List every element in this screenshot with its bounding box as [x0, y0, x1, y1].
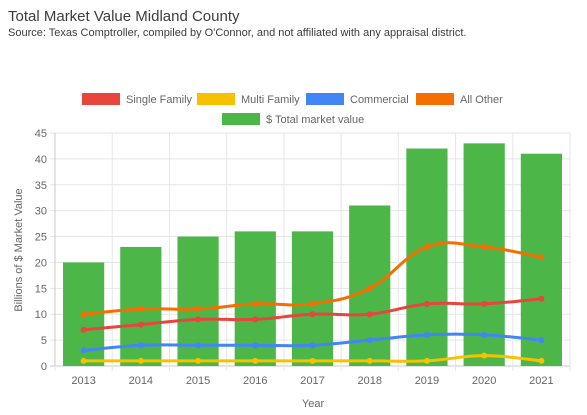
point-commercial — [252, 342, 259, 349]
point-all-other — [80, 311, 87, 318]
x-tick-label: 2020 — [472, 375, 496, 387]
legend-swatch — [416, 93, 454, 105]
point-single-family — [252, 316, 259, 323]
x-tick-label: 2014 — [129, 375, 153, 387]
point-multi-family — [195, 357, 202, 364]
point-single-family — [423, 300, 430, 307]
legend-item-total-market-value[interactable]: $ Total market value — [222, 113, 364, 126]
point-single-family — [80, 326, 87, 333]
point-multi-family — [481, 352, 488, 359]
point-all-other — [309, 300, 316, 307]
bar-total-market-value — [463, 143, 505, 366]
point-commercial — [80, 347, 87, 354]
x-tick-label: 2021 — [529, 375, 553, 387]
y-tick-label: 20 — [35, 257, 47, 269]
legend-label: $ Total market value — [266, 114, 364, 126]
point-all-other — [423, 243, 430, 250]
x-tick-label: 2017 — [300, 375, 324, 387]
point-all-other — [195, 306, 202, 313]
point-multi-family — [309, 357, 316, 364]
point-single-family — [366, 311, 373, 318]
point-single-family — [309, 311, 316, 318]
point-multi-family — [80, 357, 87, 364]
axis-ticks: 0 5 10 15 20 25 30 35 40 45 2013 2014 2015 2016 2017 20… — [35, 128, 554, 387]
x-tick-label: 2019 — [415, 375, 439, 387]
point-single-family — [538, 295, 545, 302]
point-all-other — [137, 306, 144, 313]
y-tick-label: 0 — [41, 361, 47, 373]
legend: Single Family Multi Family Commercial All O… — [82, 93, 503, 126]
point-commercial — [538, 337, 545, 344]
point-single-family — [481, 300, 488, 307]
point-multi-family — [137, 357, 144, 364]
point-commercial — [195, 342, 202, 349]
y-tick-label: 45 — [35, 128, 47, 140]
x-tick-label: 2016 — [243, 375, 267, 387]
x-tick-label: 2015 — [186, 375, 210, 387]
legend-label: Single Family — [126, 94, 193, 106]
y-tick-label: 25 — [35, 232, 47, 244]
y-tick-label: 10 — [35, 309, 47, 321]
legend-item-multi-family[interactable]: Multi Family — [197, 93, 300, 106]
y-tick-label: 35 — [35, 180, 47, 192]
x-axis-title: Year — [302, 398, 325, 410]
legend-swatch — [306, 93, 344, 105]
legend-label: All Other — [460, 94, 503, 106]
point-single-family — [137, 321, 144, 328]
legend-item-single-family[interactable]: Single Family — [82, 93, 193, 106]
x-tick-label: 2018 — [357, 375, 381, 387]
point-all-other — [538, 254, 545, 261]
y-tick-label: 15 — [35, 283, 47, 295]
line-series — [80, 241, 545, 364]
point-all-other — [366, 285, 373, 292]
y-tick-label: 30 — [35, 206, 47, 218]
point-multi-family — [423, 357, 430, 364]
point-all-other — [252, 300, 259, 307]
legend-item-commercial[interactable]: Commercial — [306, 93, 409, 106]
point-commercial — [366, 337, 373, 344]
point-commercial — [309, 342, 316, 349]
bar-total-market-value — [406, 148, 448, 366]
legend-swatch — [222, 113, 260, 125]
point-all-other — [481, 243, 488, 250]
point-single-family — [195, 316, 202, 323]
legend-item-all-other[interactable]: All Other — [416, 93, 503, 106]
y-axis-title: Billions of $ Market Value — [13, 188, 25, 311]
legend-swatch — [82, 93, 120, 105]
x-tick-label: 2013 — [71, 375, 95, 387]
point-multi-family — [252, 357, 259, 364]
point-multi-family — [366, 357, 373, 364]
y-tick-label: 40 — [35, 154, 47, 166]
point-multi-family — [538, 357, 545, 364]
point-commercial — [481, 331, 488, 338]
chart-subtitle: Source: Texas Comptroller, compiled by O… — [8, 27, 467, 39]
legend-label: Multi Family — [241, 94, 300, 106]
point-commercial — [423, 331, 430, 338]
point-commercial — [137, 342, 144, 349]
legend-swatch — [197, 93, 235, 105]
bar-series — [63, 143, 562, 366]
y-tick-label: 5 — [41, 335, 47, 347]
chart-title: Total Market Value Midland County — [8, 8, 240, 25]
legend-label: Commercial — [350, 94, 409, 106]
